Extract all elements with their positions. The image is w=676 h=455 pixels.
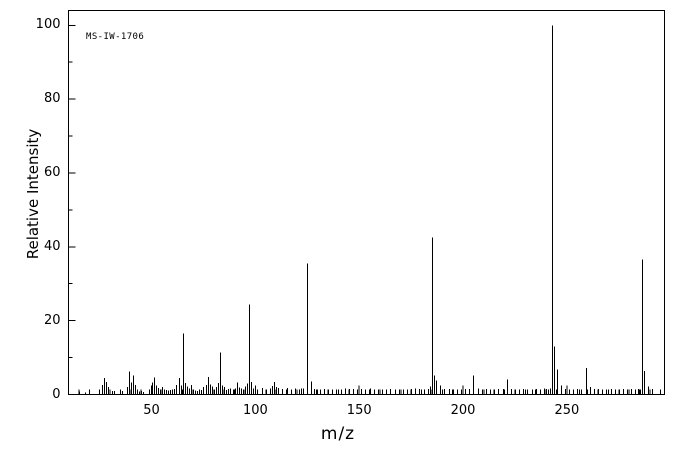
y-axis-title: Relative Intensity xyxy=(24,128,42,260)
x-axis-minor-ticks xyxy=(68,389,661,395)
x-axis-title: m/z xyxy=(320,424,356,444)
y-tick-label: 80 xyxy=(43,91,61,107)
sample-annotation-label: MS-IW-1706 xyxy=(86,32,145,42)
x-tick-label: 200 xyxy=(450,402,476,418)
y-tick-label: 0 xyxy=(52,386,61,402)
y-tick-label: 100 xyxy=(35,17,61,33)
plot-frame xyxy=(68,10,665,395)
x-tick-label: 150 xyxy=(346,402,372,418)
y-tick-label: 20 xyxy=(43,312,61,328)
y-axis-major-ticks xyxy=(68,24,76,395)
y-tick-label: 60 xyxy=(43,164,61,180)
y-axis-minor-ticks xyxy=(68,61,73,359)
x-tick-label: 100 xyxy=(242,402,268,418)
spectrum-peak-bars xyxy=(79,25,653,395)
x-tick-label: 50 xyxy=(143,402,160,418)
x-tick-label: 250 xyxy=(554,402,580,418)
y-tick-label: 40 xyxy=(43,238,61,254)
